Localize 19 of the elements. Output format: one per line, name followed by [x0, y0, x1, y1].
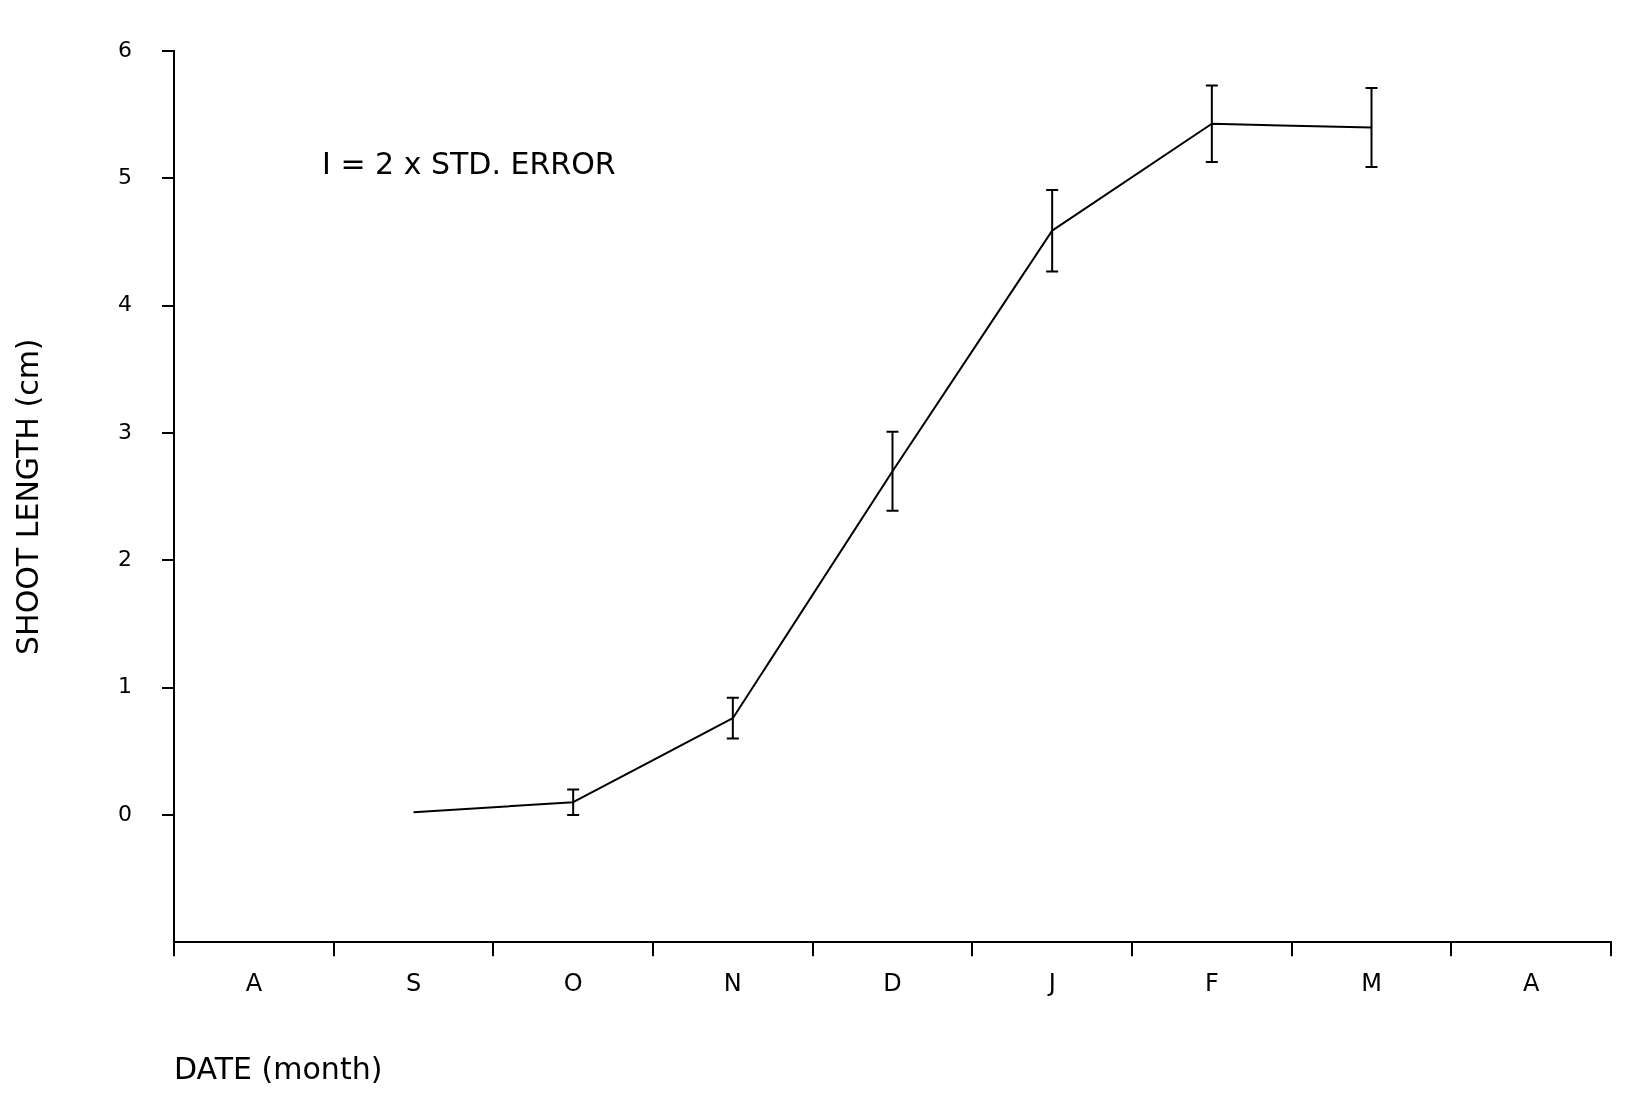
- y-axis-title: SHOOT LENGTH (cm): [9, 338, 45, 655]
- x-axis-title: DATE (month): [174, 1050, 383, 1086]
- x-tick-label: M: [1361, 968, 1382, 997]
- y-tick-label: 3: [118, 418, 132, 444]
- x-tick-label: D: [883, 968, 902, 997]
- y-tick-label: 5: [118, 164, 132, 190]
- x-tick-label: J: [1046, 968, 1056, 997]
- x-tick-label: O: [563, 968, 583, 997]
- y-tick-label: 1: [118, 673, 132, 699]
- y-tick-label: 0: [118, 800, 132, 826]
- annotation: I = 2 x STD. ERROR: [322, 146, 616, 181]
- x-tick-label: A: [245, 968, 263, 997]
- y-tick-label: 4: [118, 291, 132, 317]
- x-tick-label: A: [1522, 968, 1540, 997]
- x-tick-label: N: [723, 968, 742, 997]
- x-tick-label: F: [1204, 968, 1219, 997]
- y-tick-label: 6: [118, 36, 132, 62]
- x-tick-label: S: [405, 968, 422, 997]
- y-tick-label: 2: [118, 546, 132, 572]
